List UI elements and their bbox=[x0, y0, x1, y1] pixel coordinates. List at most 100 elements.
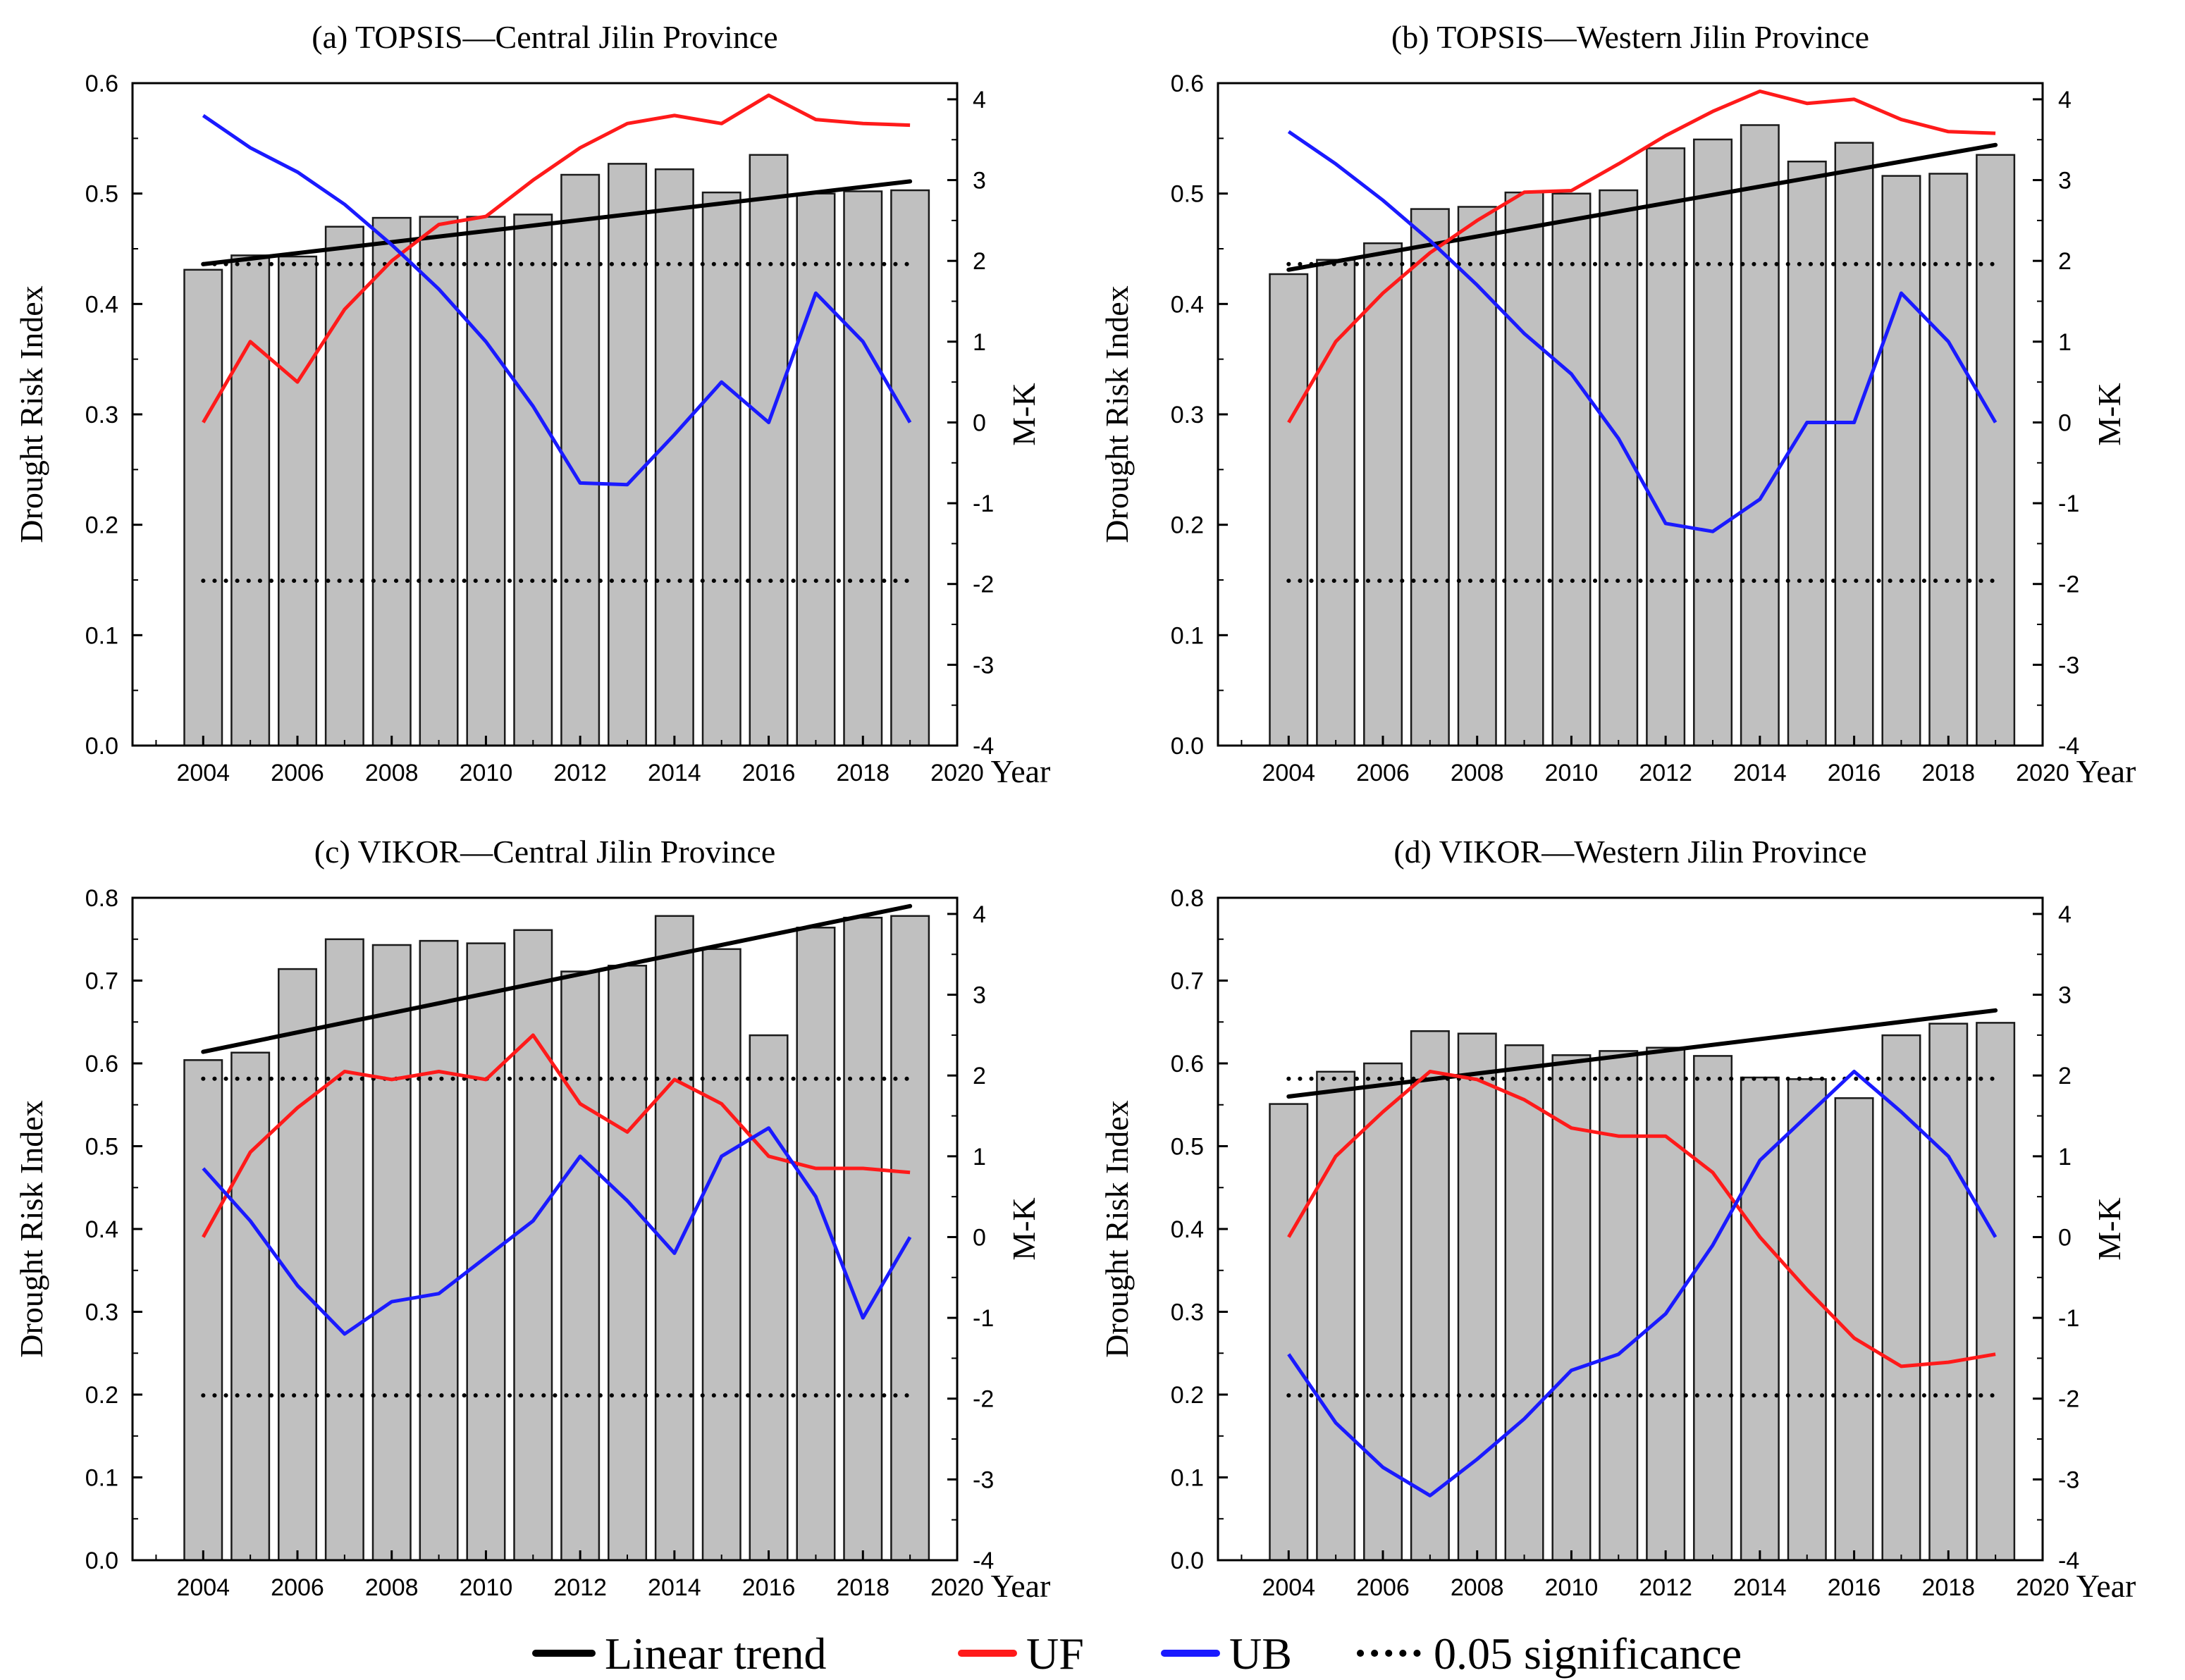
legend-label-significance: 0.05 significance bbox=[1434, 1629, 1742, 1679]
y2-tick-label: 1 bbox=[2058, 1144, 2072, 1171]
y-tick-label: 0.4 bbox=[1171, 1216, 1204, 1243]
y-tick-label: 0.4 bbox=[85, 291, 118, 318]
bar-2009 bbox=[419, 216, 459, 747]
panel-vikor-western: 2004 2006 2008 2010 2012 2014 2016 2018 20200.00… bbox=[1099, 834, 2136, 1604]
x-tick-label: 2018 bbox=[1921, 760, 1975, 786]
y2-tick-label: 4 bbox=[973, 87, 986, 113]
panel-topsis-western: 2004 2006 2008 2010 2012 2014 2016 2018 20200.00… bbox=[1099, 19, 2136, 789]
ub-line bbox=[1287, 130, 1998, 533]
x-tick-label: 2008 bbox=[1451, 1574, 1504, 1601]
bar-2016 bbox=[1834, 1097, 1874, 1562]
y2-tick-label: -3 bbox=[2058, 652, 2079, 679]
y2-tick-label: 2 bbox=[973, 1063, 986, 1089]
y2-tick-label: 4 bbox=[2058, 901, 2072, 928]
bar-2019 bbox=[1976, 154, 2016, 747]
y-tick-label: 0.0 bbox=[1171, 733, 1204, 760]
y-tick-label: 0.6 bbox=[85, 1051, 118, 1077]
x-tick-label: 2004 bbox=[1262, 760, 1315, 786]
y-axis-title: Drought Risk Index bbox=[1099, 285, 1135, 543]
bar-2013 bbox=[1693, 138, 1733, 747]
bar-2015 bbox=[701, 191, 741, 747]
y2-tick-label: 3 bbox=[973, 982, 986, 1009]
bar-2006 bbox=[278, 255, 318, 747]
y2-tick-label: -3 bbox=[2058, 1466, 2079, 1493]
x-tick-label: 2014 bbox=[1733, 1574, 1787, 1601]
bar-2007 bbox=[1410, 208, 1450, 747]
x-tick-label: 2012 bbox=[553, 760, 607, 786]
bars-topsis-central bbox=[183, 154, 930, 747]
y2-tick-label: 3 bbox=[973, 168, 986, 194]
bar-2014 bbox=[1740, 124, 1780, 747]
bar-2006 bbox=[1363, 1062, 1403, 1562]
y-tick-label: 0.4 bbox=[85, 1216, 118, 1243]
legend-item-significance: 0.05 significance bbox=[1357, 1629, 1742, 1679]
y2-tick-label: 0 bbox=[973, 1224, 986, 1251]
y-tick-label: 0.5 bbox=[85, 181, 118, 208]
bar-2016 bbox=[749, 154, 789, 747]
bar-2012 bbox=[1646, 1046, 1686, 1562]
y-tick-label: 0.0 bbox=[85, 1548, 118, 1574]
y2-axis-title: M-K bbox=[2091, 1197, 2127, 1260]
x-tick-label: 2010 bbox=[1545, 760, 1599, 786]
y-tick-label: 0.2 bbox=[1171, 512, 1204, 539]
x-axis-title: Year bbox=[2076, 753, 2136, 789]
y2-tick-label: 1 bbox=[2058, 329, 2072, 356]
panel-topsis-central: 2004 2006 2008 2010 2012 2014 2016 2018 20200.00… bbox=[13, 19, 1050, 789]
x-tick-label: 2010 bbox=[1545, 1574, 1599, 1601]
y2-tick-label: 2 bbox=[2058, 248, 2072, 275]
y2-tick-label: -4 bbox=[973, 1548, 994, 1574]
ub-line bbox=[202, 1126, 912, 1336]
y2-tick-label: -4 bbox=[973, 733, 994, 760]
bar-2009 bbox=[1504, 191, 1544, 747]
x-tick-label: 2004 bbox=[1262, 1574, 1315, 1601]
x-tick-label: 2020 bbox=[2016, 760, 2069, 786]
x-tick-label: 2016 bbox=[1828, 760, 1881, 786]
y-tick-label: 0.3 bbox=[85, 1299, 118, 1326]
x-tick-label: 2016 bbox=[742, 1574, 796, 1601]
y-tick-label: 0.3 bbox=[1171, 402, 1204, 428]
y-axis-title: Drought Risk Index bbox=[1099, 1100, 1135, 1357]
y2-tick-label: 4 bbox=[2058, 87, 2072, 113]
y2-tick-label: 3 bbox=[2058, 168, 2072, 194]
trend-line bbox=[201, 903, 913, 1054]
y2-tick-label: 0 bbox=[2058, 409, 2072, 436]
bar-2014 bbox=[1740, 1076, 1780, 1562]
x-tick-label: 2006 bbox=[1356, 760, 1410, 786]
x-tick-label: 2006 bbox=[1356, 1574, 1410, 1601]
bar-2009 bbox=[1504, 1044, 1544, 1562]
y-axis-title: Drought Risk Index bbox=[13, 285, 49, 543]
y-tick-label: 0.1 bbox=[1171, 622, 1204, 649]
bar-2004 bbox=[183, 1059, 223, 1562]
y2-tick-label: 4 bbox=[973, 901, 986, 928]
bar-2011 bbox=[513, 214, 553, 747]
bar-2013 bbox=[608, 163, 648, 747]
uf-line bbox=[1287, 89, 1996, 424]
y2-axis-title: M-K bbox=[1006, 383, 1042, 445]
y-tick-label: 0.3 bbox=[85, 402, 118, 428]
y2-axis-title: M-K bbox=[2091, 383, 2127, 445]
bar-2017 bbox=[796, 927, 836, 1562]
x-tick-label: 2008 bbox=[365, 760, 419, 786]
bar-2018 bbox=[843, 190, 883, 747]
y2-tick-label: 0 bbox=[973, 409, 986, 436]
y2-tick-label: 2 bbox=[2058, 1063, 2072, 1089]
y-tick-label: 0.8 bbox=[1171, 885, 1204, 912]
y-tick-label: 0.7 bbox=[1171, 968, 1204, 995]
y-tick-label: 0.6 bbox=[1171, 70, 1204, 97]
x-tick-label: 2018 bbox=[1921, 1574, 1975, 1601]
bar-2008 bbox=[371, 944, 412, 1562]
x-tick-label: 2004 bbox=[176, 760, 230, 786]
y-tick-label: 0.5 bbox=[1171, 1134, 1204, 1161]
y2-tick-label: -3 bbox=[973, 1466, 994, 1493]
y2-tick-label: -4 bbox=[2058, 1548, 2079, 1574]
x-axis-title: Year bbox=[2076, 1568, 2136, 1604]
panel-vikor-central: 2004 2006 2008 2010 2012 2014 2016 2018 20200.00… bbox=[13, 834, 1050, 1604]
legend-item-ub: UB bbox=[1161, 1629, 1292, 1679]
bar-2017 bbox=[1881, 175, 1921, 747]
y-tick-label: 0.1 bbox=[85, 1465, 118, 1492]
bar-2010 bbox=[466, 216, 506, 747]
bars-vikor-western bbox=[1269, 1022, 2016, 1562]
y2-tick-label: 0 bbox=[2058, 1224, 2072, 1251]
bar-2018 bbox=[1928, 173, 1969, 747]
bar-2012 bbox=[560, 970, 601, 1562]
